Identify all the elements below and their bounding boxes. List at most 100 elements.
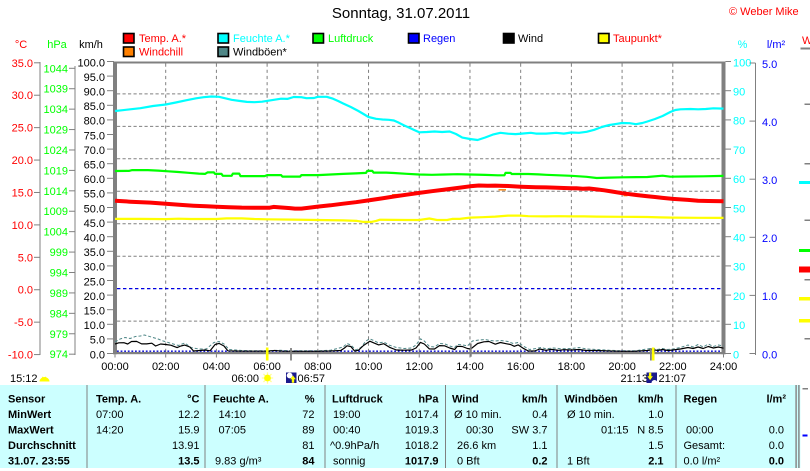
svg-text:06:00: 06:00	[232, 373, 260, 385]
svg-text:5.0: 5.0	[18, 252, 33, 264]
svg-text:2.0: 2.0	[762, 233, 777, 245]
svg-text:0.0: 0.0	[762, 349, 777, 361]
svg-text:4.0: 4.0	[762, 117, 777, 129]
svg-text:70: 70	[733, 145, 745, 157]
svg-text:30.0: 30.0	[12, 90, 33, 102]
svg-text:20:00: 20:00	[608, 361, 636, 373]
svg-text:15.9: 15.9	[178, 425, 199, 437]
svg-text:15:12: 15:12	[10, 373, 38, 385]
svg-text:70.0: 70.0	[84, 145, 105, 157]
svg-text:0.2: 0.2	[532, 456, 547, 468]
svg-text:21:13: 21:13	[621, 373, 649, 385]
svg-text:9.83 g/m³: 9.83 g/m³	[215, 456, 262, 468]
svg-text:50.0: 50.0	[84, 203, 105, 215]
svg-text:0.0: 0.0	[90, 349, 105, 361]
svg-text:14:00: 14:00	[456, 361, 484, 373]
svg-text:13.5: 13.5	[178, 456, 199, 468]
svg-text:989: 989	[50, 288, 68, 300]
svg-text:1017.4: 1017.4	[405, 409, 439, 421]
svg-text:60.0: 60.0	[84, 174, 105, 186]
svg-text:06:00: 06:00	[253, 361, 281, 373]
svg-text:30.0: 30.0	[84, 262, 105, 274]
svg-text:18:00: 18:00	[558, 361, 586, 373]
svg-text:22:00: 22:00	[659, 361, 687, 373]
svg-text:20.0: 20.0	[12, 155, 33, 167]
svg-text:31.07. 23:55: 31.07. 23:55	[8, 456, 70, 468]
svg-text:35.0: 35.0	[84, 247, 105, 259]
svg-text:75.0: 75.0	[84, 130, 105, 142]
svg-text:30: 30	[733, 262, 745, 274]
svg-text:90: 90	[733, 87, 745, 99]
svg-text:00:30: 00:30	[466, 425, 494, 437]
svg-text:50: 50	[733, 203, 745, 215]
svg-text:Feuchte A.: Feuchte A.	[213, 394, 269, 406]
svg-text:24:00: 24:00	[710, 361, 738, 373]
svg-text:65.0: 65.0	[84, 160, 105, 172]
svg-text:l/m²: l/m²	[766, 394, 786, 406]
svg-text:Wind: Wind	[452, 394, 479, 406]
svg-text:60: 60	[733, 174, 745, 186]
svg-text:974: 974	[50, 349, 68, 361]
svg-text:02:00: 02:00	[152, 361, 180, 373]
svg-text:Windböen*: Windböen*	[233, 47, 288, 59]
svg-text:Durchschnitt: Durchschnitt	[8, 440, 76, 452]
svg-text:00:00: 00:00	[686, 425, 714, 437]
svg-text:08:00: 08:00	[304, 361, 332, 373]
svg-text:00:00: 00:00	[101, 361, 129, 373]
svg-text:1004: 1004	[44, 227, 68, 239]
svg-text:00:40: 00:40	[333, 425, 361, 437]
svg-text:07:05: 07:05	[219, 425, 247, 437]
svg-text:Taupunkt*: Taupunkt*	[613, 33, 663, 45]
svg-text:1014: 1014	[44, 186, 68, 198]
svg-text:81: 81	[302, 440, 314, 452]
svg-text:07:00: 07:00	[96, 409, 124, 421]
svg-text:0.0: 0.0	[769, 456, 784, 468]
svg-text:0: 0	[733, 349, 739, 361]
svg-text:^0.9hPa/h: ^0.9hPa/h	[330, 440, 379, 452]
svg-text:l/m²: l/m²	[767, 39, 786, 51]
svg-text:0.0: 0.0	[769, 425, 784, 437]
svg-text:Wind: Wind	[518, 33, 543, 45]
svg-text:04:00: 04:00	[203, 361, 231, 373]
svg-text:1.5: 1.5	[648, 440, 663, 452]
svg-text:84: 84	[302, 456, 315, 468]
svg-text:80.0: 80.0	[84, 116, 105, 128]
svg-text:100: 100	[733, 57, 751, 69]
svg-text:21:07: 21:07	[659, 373, 687, 385]
svg-text:%: %	[738, 39, 748, 51]
svg-text:0.0: 0.0	[18, 285, 33, 297]
svg-text:14:10: 14:10	[219, 409, 247, 421]
svg-text:85.0: 85.0	[84, 101, 105, 113]
svg-text:16:00: 16:00	[507, 361, 535, 373]
svg-text:hPa: hPa	[47, 39, 67, 51]
svg-text:1017.9: 1017.9	[405, 456, 439, 468]
svg-text:N 8.5: N 8.5	[637, 425, 663, 437]
svg-text:Regen: Regen	[684, 394, 718, 406]
svg-text:55.0: 55.0	[84, 189, 105, 201]
svg-text:-10.0: -10.0	[8, 350, 33, 362]
svg-text:100.0: 100.0	[77, 57, 105, 69]
svg-text:MaxWert: MaxWert	[8, 425, 54, 437]
svg-text:Ø 10 min.: Ø 10 min.	[567, 409, 615, 421]
svg-text:SW 3.7: SW 3.7	[511, 425, 547, 437]
svg-text:12:00: 12:00	[405, 361, 433, 373]
svg-text:1019.3: 1019.3	[405, 425, 439, 437]
svg-text:°C: °C	[187, 394, 199, 406]
svg-text:12.2: 12.2	[178, 409, 199, 421]
svg-text:95.0: 95.0	[84, 72, 105, 84]
svg-text:Luftdruck: Luftdruck	[332, 394, 384, 406]
svg-text:1044: 1044	[44, 63, 68, 75]
svg-text:89: 89	[302, 425, 314, 437]
svg-text:40: 40	[733, 233, 745, 245]
svg-text:-5.0: -5.0	[14, 317, 33, 329]
svg-text:3.0: 3.0	[762, 175, 777, 187]
svg-text:1019: 1019	[44, 165, 68, 177]
svg-text:14:20: 14:20	[96, 425, 124, 437]
svg-text:20: 20	[733, 291, 745, 303]
svg-text:0.0 l/m²: 0.0 l/m²	[684, 456, 721, 468]
svg-text:1.1: 1.1	[532, 440, 547, 452]
svg-text:999: 999	[50, 247, 68, 259]
svg-text:45.0: 45.0	[84, 218, 105, 230]
svg-text:Temp. A.*: Temp. A.*	[139, 33, 187, 45]
svg-text:15.0: 15.0	[12, 187, 33, 199]
